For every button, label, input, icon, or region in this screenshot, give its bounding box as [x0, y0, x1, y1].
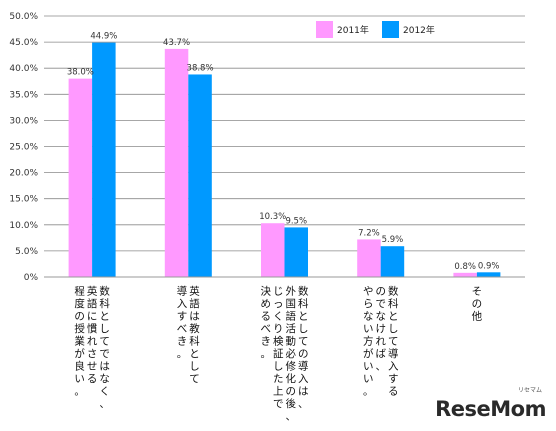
bar-2011年-1 — [68, 78, 93, 277]
y-tick-label: 50.0% — [9, 12, 38, 22]
category-label-line: じっくり検証した上で — [273, 286, 284, 411]
y-tick-label: 5.0% — [15, 247, 38, 257]
bar-2011年-2 — [164, 48, 189, 277]
data-label: 38.0% — [67, 68, 94, 78]
bar-2011年-5 — [453, 272, 477, 277]
y-tick-label: 0% — [24, 273, 39, 283]
y-tick-label: 30.0% — [9, 116, 38, 126]
legend: 2011年 2012年 — [316, 21, 435, 38]
category-label-line: その他 — [472, 286, 483, 323]
category-label-line: のでなければ、 — [375, 286, 386, 373]
category-label-line: 英語に慣れさせる — [87, 285, 98, 386]
y-tick-label: 45.0% — [9, 38, 38, 48]
category-label-line: 導入すべき。 — [177, 285, 188, 361]
legend-label: 2011年 — [337, 24, 369, 36]
bar-2012年-2 — [188, 74, 212, 278]
data-label: 10.3% — [259, 212, 286, 222]
y-axis-ticks: 0% 5.0% 10.0% 15.0% 20.0% 25.0% 30.0% 35.0% 40.0… — [9, 12, 38, 283]
bars — [68, 42, 501, 278]
data-label: 38.8% — [187, 63, 214, 73]
y-tick-label: 40.0% — [9, 64, 38, 74]
category-label-line: 外国語活動必修化の後、 — [286, 286, 297, 423]
data-label: 9.5% — [285, 216, 307, 226]
category-label-line: 数科として導入する — [388, 285, 399, 398]
bar-2012年-3 — [284, 227, 308, 277]
bar-2011年-3 — [261, 223, 285, 277]
bar-2011年-4 — [357, 239, 381, 277]
y-tick-label: 10.0% — [9, 221, 38, 231]
category-label-line: 数科としてではなく、 — [99, 285, 110, 411]
bar-2012年-5 — [476, 272, 501, 277]
bar-2012年-4 — [380, 246, 405, 277]
watermark-subtext: リセマム — [517, 387, 542, 394]
y-tick-label: 35.0% — [9, 90, 38, 100]
data-label: 5.9% — [382, 235, 404, 245]
data-labels: 38.0% 43.7% 10.3% 7.2% 0.8% 44.9% 38.8% 9.5% 5.9… — [67, 32, 500, 272]
legend-swatch — [316, 21, 333, 38]
category-label-5: その他 — [472, 286, 483, 323]
y-tick-label: 25.0% — [9, 143, 38, 153]
data-label: 43.7% — [163, 38, 190, 48]
category-label-line: 数科としての導入は、 — [298, 285, 309, 411]
category-label-line: 英語は教科として — [189, 285, 200, 386]
category-label-line: 決めるべき。 — [261, 286, 272, 361]
bar-2012年-1 — [92, 42, 116, 277]
y-tick-label: 20.0% — [9, 169, 38, 179]
category-label-line: 程度の授業が良い。 — [74, 286, 85, 398]
legend-label: 2012年 — [403, 24, 435, 36]
watermark-logo: ReseMom — [435, 397, 546, 421]
gridlines — [44, 15, 525, 278]
category-label-line: やらない方がいい。 — [363, 286, 374, 398]
data-label: 44.9% — [90, 32, 117, 42]
data-label: 0.8% — [454, 262, 476, 272]
data-label: 0.9% — [478, 261, 500, 271]
y-tick-label: 15.0% — [9, 195, 38, 205]
data-label: 7.2% — [358, 228, 380, 238]
legend-swatch — [382, 21, 399, 38]
